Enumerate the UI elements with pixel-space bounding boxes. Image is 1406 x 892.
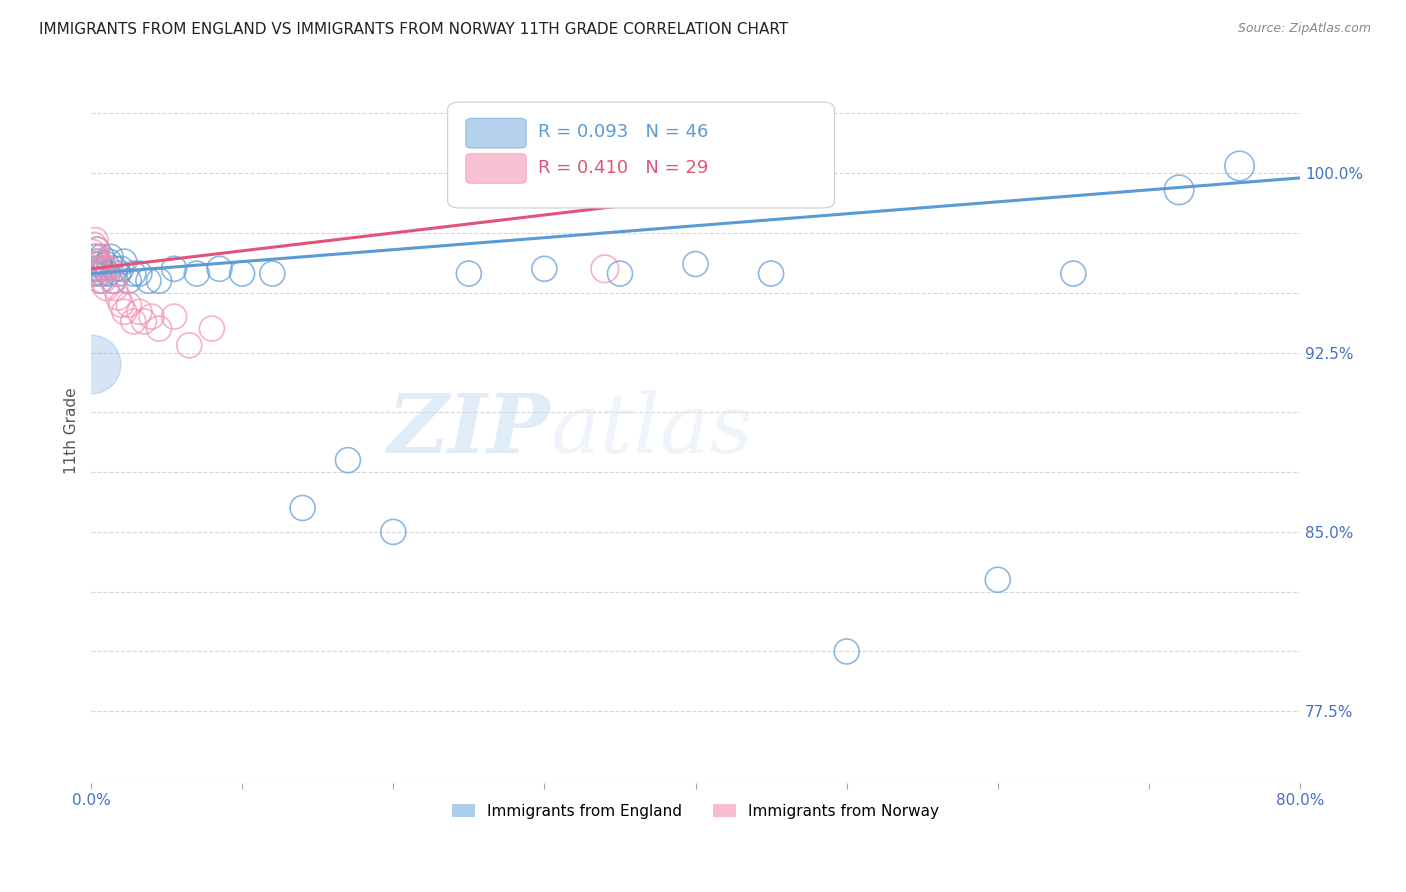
Point bbox=[104, 261, 127, 276]
Point bbox=[533, 261, 555, 276]
Point bbox=[90, 250, 112, 264]
Point bbox=[1168, 183, 1191, 197]
Point bbox=[141, 310, 163, 324]
Point bbox=[685, 257, 707, 271]
Point bbox=[107, 291, 129, 305]
Point bbox=[138, 274, 160, 288]
Point bbox=[83, 267, 105, 281]
Text: atlas: atlas bbox=[550, 390, 752, 470]
Text: R = 0.093   N = 46: R = 0.093 N = 46 bbox=[538, 123, 709, 142]
Point bbox=[262, 267, 284, 281]
Text: R = 0.410   N = 29: R = 0.410 N = 29 bbox=[538, 159, 709, 177]
Point bbox=[107, 267, 129, 281]
Point bbox=[231, 267, 253, 281]
Point bbox=[82, 261, 104, 276]
Point bbox=[110, 261, 132, 276]
FancyBboxPatch shape bbox=[465, 119, 526, 148]
Point bbox=[87, 261, 110, 276]
Point bbox=[83, 257, 105, 271]
Point bbox=[93, 261, 115, 276]
Point bbox=[163, 261, 186, 276]
Point bbox=[148, 321, 170, 335]
Point bbox=[86, 243, 108, 257]
Point bbox=[1229, 159, 1251, 173]
Point bbox=[84, 261, 107, 276]
Point bbox=[101, 274, 124, 288]
Point bbox=[118, 274, 141, 288]
Point bbox=[83, 250, 105, 264]
Point bbox=[89, 267, 111, 281]
Point bbox=[93, 261, 115, 276]
Point bbox=[118, 298, 141, 312]
Point bbox=[87, 257, 110, 271]
Point bbox=[163, 310, 186, 324]
Point bbox=[86, 250, 108, 264]
Point bbox=[759, 267, 782, 281]
Y-axis label: 11th Grade: 11th Grade bbox=[65, 387, 79, 474]
Point bbox=[112, 305, 135, 319]
Point bbox=[382, 524, 405, 539]
Point bbox=[94, 281, 117, 295]
Point bbox=[84, 250, 107, 264]
Point bbox=[98, 261, 121, 276]
Point bbox=[609, 267, 631, 281]
FancyBboxPatch shape bbox=[447, 103, 835, 208]
Text: ZIP: ZIP bbox=[388, 390, 550, 470]
Point bbox=[122, 267, 145, 281]
Point bbox=[100, 250, 122, 264]
Point bbox=[103, 274, 125, 288]
Point bbox=[457, 267, 479, 281]
Point bbox=[132, 314, 155, 328]
Point bbox=[835, 644, 858, 658]
Point bbox=[336, 453, 359, 467]
Text: IMMIGRANTS FROM ENGLAND VS IMMIGRANTS FROM NORWAY 11TH GRADE CORRELATION CHART: IMMIGRANTS FROM ENGLAND VS IMMIGRANTS FR… bbox=[39, 22, 789, 37]
Point bbox=[80, 358, 103, 372]
Text: Source: ZipAtlas.com: Source: ZipAtlas.com bbox=[1237, 22, 1371, 36]
Point bbox=[148, 274, 170, 288]
Point bbox=[128, 267, 150, 281]
Point bbox=[98, 254, 121, 268]
Point bbox=[104, 281, 127, 295]
Point bbox=[186, 267, 208, 281]
Point bbox=[112, 254, 135, 268]
Point bbox=[201, 321, 224, 335]
Point bbox=[179, 338, 201, 352]
Point bbox=[593, 261, 616, 276]
Point bbox=[128, 305, 150, 319]
Point bbox=[122, 314, 145, 328]
Point bbox=[84, 254, 107, 268]
Point bbox=[89, 274, 111, 288]
Point bbox=[91, 267, 114, 281]
Point bbox=[86, 243, 108, 257]
Point bbox=[83, 238, 105, 252]
Point bbox=[94, 257, 117, 271]
Point bbox=[87, 267, 110, 281]
Point bbox=[86, 254, 108, 268]
Point bbox=[97, 267, 120, 281]
Point bbox=[110, 298, 132, 312]
Point bbox=[82, 245, 104, 260]
Point bbox=[84, 233, 107, 247]
FancyBboxPatch shape bbox=[465, 153, 526, 183]
Point bbox=[987, 573, 1010, 587]
Point bbox=[91, 274, 114, 288]
Point bbox=[90, 257, 112, 271]
Point bbox=[89, 261, 111, 276]
Point bbox=[1062, 267, 1084, 281]
Legend: Immigrants from England, Immigrants from Norway: Immigrants from England, Immigrants from… bbox=[446, 797, 945, 825]
Point bbox=[208, 261, 231, 276]
Point bbox=[291, 500, 314, 515]
